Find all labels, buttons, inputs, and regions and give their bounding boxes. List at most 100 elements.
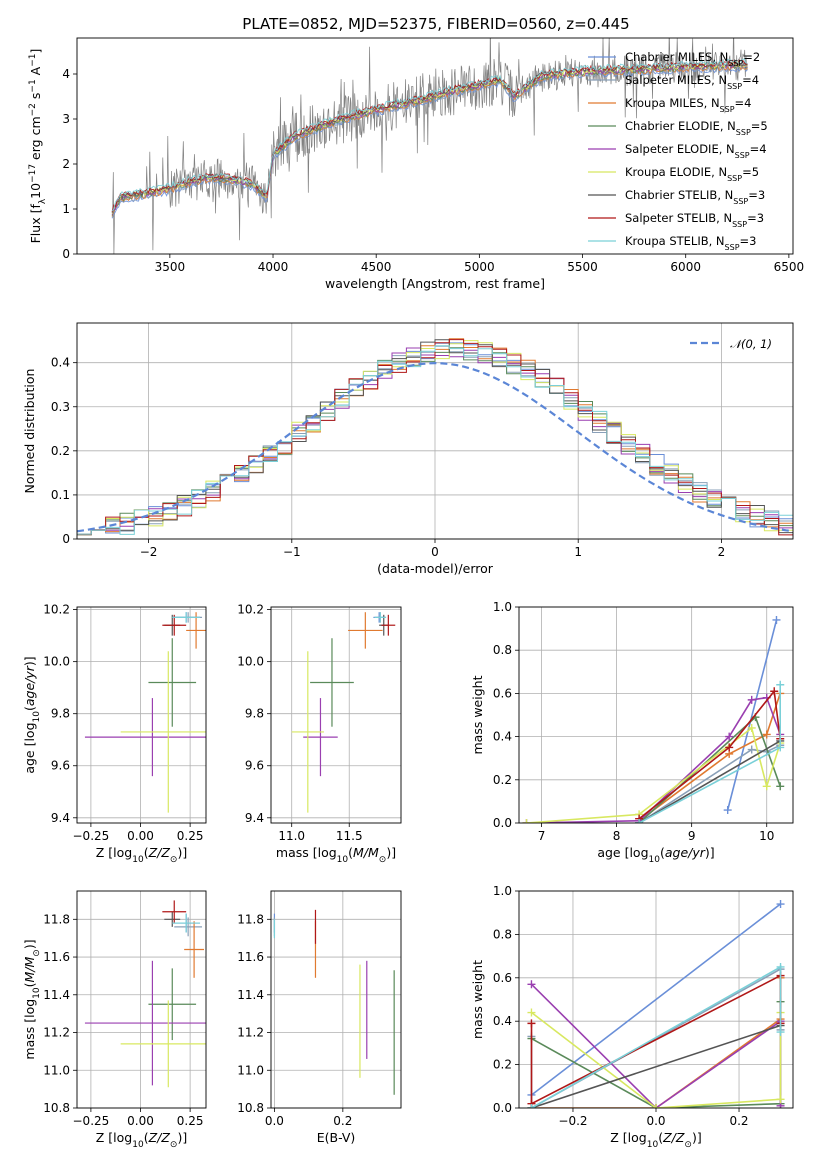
observed-spectrum (111, 38, 748, 254)
panel-massweight-vs-age: 7 8 9 10 0.0 0.2 0.4 0.6 0.8 1.0 age [log10(age/yr… (470, 600, 794, 865)
series-marker (776, 743, 785, 752)
x-axis-label: (data-model)/error (377, 561, 494, 576)
series-line-salpeter-stelib (638, 689, 781, 820)
legend-label: Kroupa MILES, NSSP=4 (625, 96, 751, 114)
axes-frame (270, 606, 402, 824)
x-tick-label: −1 (283, 545, 301, 559)
x-tick-label: 5000 (464, 260, 495, 274)
plot-area (522, 615, 785, 823)
errorbar-point (172, 913, 201, 933)
y-tick-label: 0.2 (493, 1058, 512, 1072)
series-marker (723, 806, 732, 815)
y-tick-label: 9.6 (51, 759, 70, 773)
y-tick-label: 2 (62, 157, 70, 171)
x-tick-label: 11.5 (336, 829, 363, 843)
series-marker (770, 687, 779, 696)
legend-label: Chabrier ELODIE, NSSP=5 (625, 119, 768, 137)
gaussian-reference-curve (77, 361, 793, 533)
y-tick-label: 3 (62, 112, 70, 126)
x-tick-label: 0 (431, 545, 439, 559)
x-tick-label: 0.25 (177, 829, 204, 843)
y-tick-label: 1.0 (493, 884, 512, 898)
series-line-salpeter-elodie (526, 696, 781, 823)
axes-frame (518, 606, 794, 824)
errorbar-point (381, 614, 396, 636)
y-tick-label: 1.0 (493, 600, 512, 614)
x-tick-label: 0.0 (646, 1114, 665, 1128)
errorbar-point (148, 638, 197, 727)
y-tick-label: 0.8 (493, 643, 512, 657)
y-tick-label: 9.8 (245, 707, 264, 721)
x-tick-label: 9 (688, 829, 696, 843)
y-tick-label: 0.0 (493, 816, 512, 830)
y-tick-label: 0 (62, 532, 70, 546)
series-marker (635, 819, 644, 823)
panel-mass-vs-EBV: 0.0 0.2 10.8 11.0 11.2 11.4 11.6 11.8 E(B-V) (237, 890, 402, 1145)
x-tick-label: 4500 (361, 260, 392, 274)
series-marker (776, 1028, 785, 1037)
panel-massweight-vs-Z: −0.2 0.0 0.2 0.0 0.2 0.4 0.6 0.8 1.0 Z [log10(Z/Z… (470, 884, 794, 1150)
series-marker (527, 980, 536, 989)
plot-area (84, 612, 206, 813)
y-axis-label: mass [log10(M/M⊙)] (22, 939, 42, 1059)
y-tick-label: 0.0 (493, 1101, 512, 1115)
x-tick-label: 7 (538, 829, 546, 843)
series-marker (776, 680, 785, 689)
x-tick-label: 11.0 (278, 829, 305, 843)
series-marker (747, 723, 756, 732)
y-tick-label: 11.4 (237, 988, 264, 1002)
errorbar-point (186, 612, 206, 649)
y-tick-label: 11.8 (43, 912, 70, 926)
y-tick-label: 0.3 (51, 400, 70, 414)
y-tick-label: 11.8 (237, 912, 264, 926)
panel-age-vs-Z: −0.25 0.00 0.25 9.4 9.6 9.8 10.0 10.2 Z [log10(Z… (22, 603, 207, 865)
plot-area (111, 38, 748, 254)
y-tick-label: 10.8 (43, 1101, 70, 1115)
x-tick-label: −2 (140, 545, 158, 559)
y-tick-label: 1 (62, 202, 70, 216)
errorbar-point (174, 917, 203, 937)
errorbar-point (84, 698, 206, 777)
axes-frame (76, 322, 794, 540)
axes-frame (270, 890, 402, 1109)
y-tick-label: 0.4 (493, 1014, 512, 1028)
axes-frame (76, 37, 794, 255)
y-tick-label: 10.0 (237, 655, 264, 669)
x-tick-label: 0.2 (729, 1114, 748, 1128)
y-tick-label: 0.2 (51, 444, 70, 458)
legend-label: Kroupa STELIB, NSSP=3 (625, 234, 756, 252)
y-tick-label: 0 (62, 247, 70, 261)
y-tick-label: 9.4 (245, 811, 264, 825)
model-spectrum-kroupa-stelib (111, 58, 748, 212)
errorbar-point (120, 651, 206, 813)
series-marker (776, 962, 785, 971)
x-tick-label: 6500 (774, 260, 805, 274)
panel-spectrum: 3500 4000 4500 5000 5500 6000 6500 0 1 2 3 4 Chabrie… (28, 37, 805, 291)
x-axis-label: Z [log10(Z/Z⊙)] (610, 1130, 701, 1150)
legend-label: Salpeter MILES, NSSP=4 (625, 73, 759, 91)
y-axis-label: mass weight (470, 960, 485, 1039)
x-axis-label: mass [log10(M/M⊙)] (276, 845, 396, 865)
series-line-salpeter-miles (638, 744, 781, 823)
series-marker (776, 782, 785, 791)
axes-frame (76, 890, 207, 1109)
x-tick-label: −0.2 (558, 1114, 587, 1128)
y-tick-label: 9.6 (245, 759, 264, 773)
series-marker (725, 743, 734, 752)
x-tick-label: 5500 (567, 260, 598, 274)
plot-area (77, 338, 793, 536)
errorbar-point (84, 960, 206, 1086)
plot-area (273, 909, 395, 1095)
legend-label: Kroupa ELODIE, NSSP=5 (625, 165, 759, 183)
y-axis-label: Normed distribution (22, 369, 37, 494)
x-tick-label: 6000 (670, 260, 701, 274)
errorbar-point (291, 651, 324, 813)
x-tick-label: 1 (574, 545, 582, 559)
legend-label: Chabrier MILES, NSSP=2 (625, 50, 760, 68)
axes-frame (518, 890, 794, 1109)
series-line-chabrier-miles (531, 903, 781, 1096)
y-tick-label: 11.6 (237, 950, 264, 964)
figure-title: PLATE=0852, MJD=52375, FIBERID=0560, z=0… (242, 15, 629, 33)
axes-frame (76, 606, 207, 824)
